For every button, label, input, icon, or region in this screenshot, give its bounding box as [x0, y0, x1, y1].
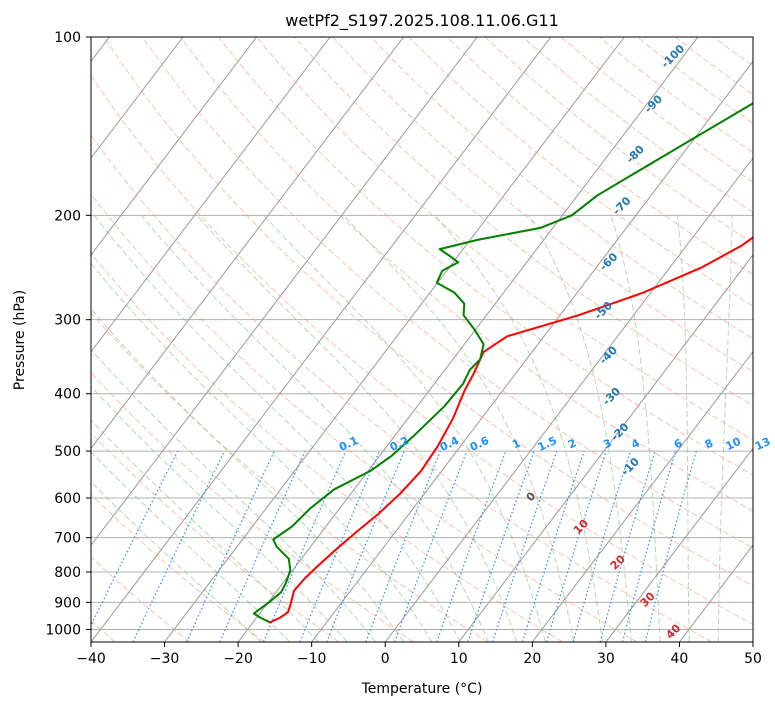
moist-adiabat-line	[0, 215, 347, 642]
x-tick-label: 0	[381, 651, 390, 667]
chart-title: wetPf2_S197.2025.108.11.06.G11	[285, 11, 559, 31]
moist-adiabat-line	[197, 215, 517, 642]
dry-adiabat-label: -80	[624, 142, 647, 165]
temperature-profile-line	[269, 34, 775, 623]
isotherm-line	[606, 37, 775, 642]
moist-adiabat-line	[678, 215, 690, 642]
dry-adiabat-line	[0, 37, 190, 642]
y-tick-label: 1000	[45, 622, 81, 638]
dry-adiabat-line	[447, 37, 775, 642]
x-axis-label: Temperature (°C)	[361, 681, 483, 697]
dry-adiabat-line	[675, 37, 775, 642]
moist-adiabat-label: 40	[663, 621, 683, 641]
y-tick-label: 500	[54, 444, 81, 460]
dry-adiabat-label: -40	[597, 343, 620, 366]
dry-adiabat-line	[0, 37, 488, 642]
x-tick-label: 40	[671, 651, 689, 667]
x-tick-label: 20	[523, 651, 541, 667]
mixing-ratio-line	[623, 451, 676, 642]
y-tick-label: 200	[54, 208, 81, 224]
x-tick-label: 30	[597, 651, 615, 667]
x-tick-label: −30	[150, 651, 180, 667]
dry-adiabat-label: -90	[642, 92, 665, 115]
moist-adiabat-line	[94, 215, 460, 642]
dry-adiabat-line	[333, 37, 775, 642]
isotherm-line	[238, 37, 698, 642]
y-tick-label: 300	[54, 313, 81, 329]
dry-adiabat-line	[0, 37, 414, 642]
mixing-ratio-line	[493, 451, 557, 642]
mixing-ratio-line	[437, 451, 506, 642]
moist-adiabat-label: 10	[571, 517, 591, 537]
mixing-ratio-line	[133, 451, 225, 642]
y-tick-label: 100	[54, 30, 81, 46]
dry-adiabat-line	[561, 37, 775, 642]
moist-adiabat-line	[435, 215, 603, 642]
x-tick-label: −40	[76, 651, 106, 667]
isotherm-line	[17, 37, 477, 642]
x-tick-label: 50	[744, 651, 762, 667]
x-tick-label: −10	[297, 651, 327, 667]
dry-adiabat-label: -50	[592, 299, 615, 322]
dry-adiabat-label: -70	[610, 194, 633, 217]
dry-adiabat-line	[66, 37, 775, 642]
mixing-ratio-line	[366, 451, 440, 642]
moist-adiabat-line	[718, 215, 732, 642]
mixing-ratio-line	[547, 451, 607, 642]
moist-adiabat-line	[0, 215, 261, 642]
dry-adiabat-label: -60	[597, 250, 620, 273]
y-tick-label: 400	[54, 387, 81, 403]
moist-adiabat-label: 0	[524, 489, 539, 504]
y-tick-label: 800	[54, 565, 81, 581]
mixing-ratio-label: 10	[724, 435, 744, 453]
isotherm-line	[753, 37, 775, 642]
background-lines	[0, 37, 775, 642]
dry-adiabat-label: -30	[600, 385, 623, 408]
dry-adiabat-line	[523, 37, 775, 642]
isotherm-line	[165, 37, 625, 642]
isotherm-line	[679, 37, 775, 642]
dry-adiabat-line	[485, 37, 775, 642]
x-tick-label: −20	[223, 651, 253, 667]
dry-adiabat-line	[371, 37, 775, 642]
y-axis-label: Pressure (hPa)	[12, 290, 28, 390]
moist-adiabat-label: 20	[608, 552, 628, 572]
isotherm-line	[532, 37, 775, 642]
dry-adiabat-line	[637, 37, 775, 642]
dry-adiabat-line	[713, 37, 775, 642]
line-labels: 0.10.20.40.611.52346810131620253036-100-…	[337, 42, 775, 642]
x-tick-label: 10	[450, 651, 468, 667]
moist-adiabat-line	[54, 215, 432, 642]
y-tick-label: 600	[54, 491, 81, 507]
mixing-ratio-label: 1	[510, 436, 522, 451]
mixing-ratio-label: 13	[753, 435, 772, 453]
isotherm-line	[385, 37, 775, 642]
y-tick-label: 700	[54, 531, 81, 547]
dry-adiabat-line	[0, 37, 264, 642]
dry-adiabat-line	[28, 37, 712, 642]
moist-adiabat-line	[0, 215, 318, 642]
dry-adiabat-line	[142, 37, 775, 642]
mixing-ratio-line	[220, 451, 305, 642]
moist-adiabat-line	[343, 215, 574, 642]
y-tick-label: 900	[54, 595, 81, 611]
moist-adiabat-label: 30	[638, 589, 658, 609]
mixing-ratio-label: 8	[703, 436, 715, 451]
mixing-ratio-label: 2	[566, 436, 578, 451]
mixing-ratio-label: 4	[629, 436, 642, 451]
mixing-ratio-line	[395, 451, 467, 642]
dry-adiabat-line	[752, 37, 775, 642]
dry-adiabat-label: -10	[619, 455, 642, 478]
moist-adiabat-line	[141, 215, 488, 642]
isotherm-line	[0, 37, 404, 642]
